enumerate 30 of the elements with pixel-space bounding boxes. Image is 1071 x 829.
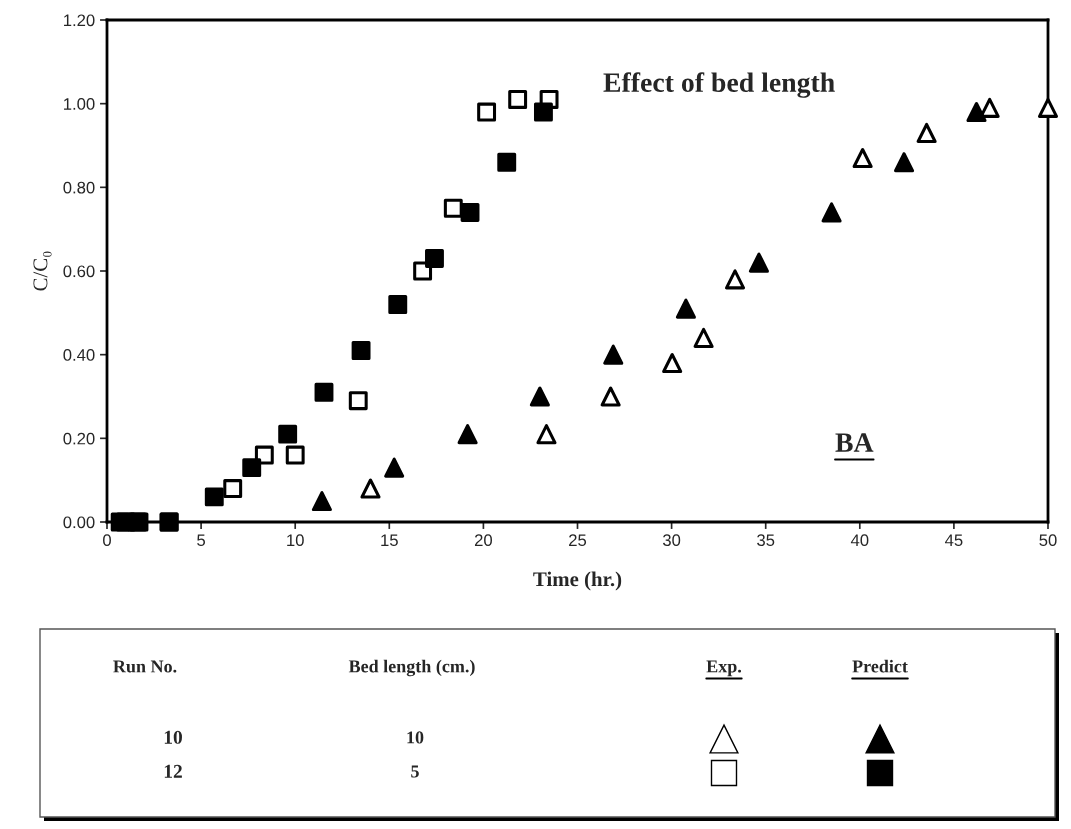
x-tick-label: 5 — [197, 534, 206, 547]
x-tick-label: 30 — [662, 534, 681, 547]
y-tick-label: 0.80 — [63, 181, 95, 194]
x-tick-label: 35 — [757, 534, 775, 547]
x-tick-label: 40 — [850, 534, 869, 547]
annotation: BA — [835, 433, 874, 452]
text: Predict — [852, 659, 908, 673]
text: 12 — [164, 764, 182, 778]
annotation: Effect of bed length — [603, 72, 835, 98]
y-tick-label: 1.20 — [64, 14, 95, 27]
x-tick-label: 45 — [945, 534, 963, 547]
x-tick-label: 10 — [287, 534, 304, 547]
text: 10 — [164, 730, 182, 744]
y-tick-label: 0.00 — [63, 516, 95, 529]
x-tick-label: 0 — [103, 534, 111, 547]
x-tick-label: 20 — [474, 534, 493, 547]
text: Bed length (cm.) — [348, 659, 475, 677]
y-tick-label: 0.60 — [63, 265, 95, 278]
x-tick-label: 15 — [381, 534, 398, 547]
x-tick-label: 25 — [569, 534, 587, 547]
text: 10 — [407, 731, 424, 744]
x-tick-label: 50 — [1039, 534, 1057, 547]
x-axis-title: Time (hr.) — [533, 571, 622, 591]
y-axis-title: C/C₀ — [33, 251, 52, 291]
text: 5 — [411, 765, 419, 778]
y-tick-label: 0.40 — [63, 349, 95, 361]
text: Run No. — [113, 660, 177, 673]
text: Exp. — [706, 660, 742, 677]
y-tick-label: 1.00 — [64, 98, 95, 110]
y-tick-label: 0.20 — [63, 432, 95, 445]
